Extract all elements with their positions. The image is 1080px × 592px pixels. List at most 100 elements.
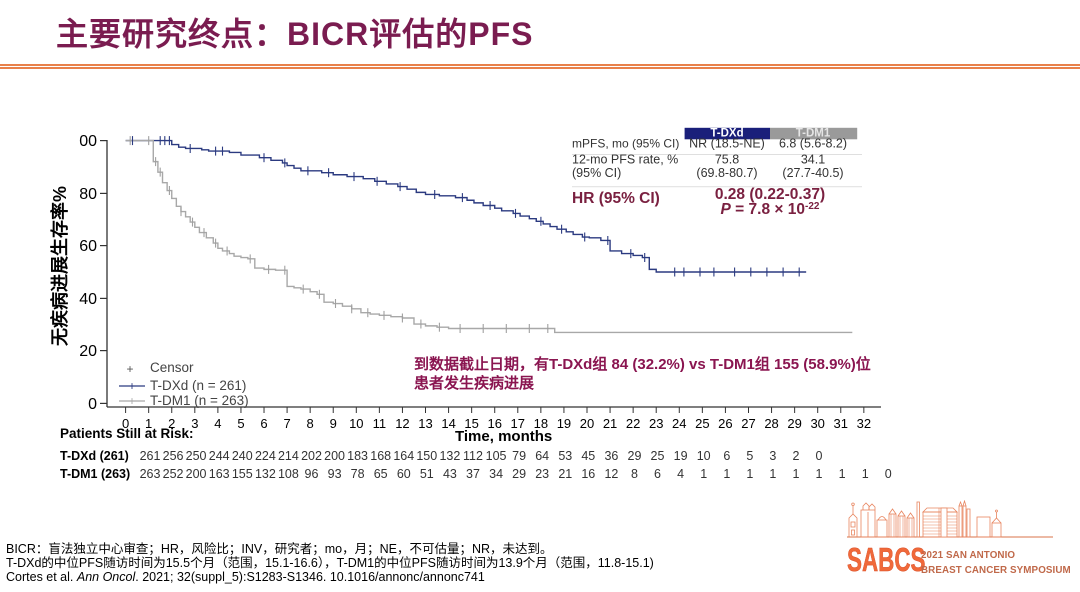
svg-text:53: 53	[558, 449, 572, 463]
svg-text:5: 5	[237, 416, 244, 431]
svg-text:19: 19	[674, 449, 688, 463]
svg-text:168: 168	[370, 449, 391, 463]
svg-text:16: 16	[581, 467, 595, 481]
svg-text:(27.7-40.5): (27.7-40.5)	[782, 166, 843, 180]
svg-text:7: 7	[283, 416, 290, 431]
svg-text:252: 252	[163, 467, 184, 481]
svg-text:T-DXd (n = 261): T-DXd (n = 261)	[150, 378, 246, 393]
svg-text:10: 10	[349, 416, 363, 431]
svg-text:45: 45	[581, 449, 595, 463]
svg-text:263: 263	[140, 467, 161, 481]
svg-text:T-DXd (261): T-DXd (261)	[60, 449, 129, 463]
svg-text:到数据截止日期，有T-DXd组 84 (32.2%) vs: 到数据截止日期，有T-DXd组 84 (32.2%) vs T-DM1组 155…	[414, 355, 871, 373]
svg-text:96: 96	[305, 467, 319, 481]
svg-text:12: 12	[604, 467, 618, 481]
svg-text:6: 6	[654, 467, 661, 481]
svg-text:75.8: 75.8	[715, 153, 739, 167]
svg-text:32: 32	[857, 416, 871, 431]
svg-text:5: 5	[746, 449, 753, 463]
svg-text:105: 105	[486, 449, 507, 463]
svg-text:1: 1	[862, 467, 869, 481]
svg-text:19: 19	[557, 416, 571, 431]
svg-text:31: 31	[834, 416, 848, 431]
svg-text:30: 30	[810, 416, 824, 431]
svg-text:60: 60	[79, 238, 97, 255]
svg-text:60: 60	[397, 467, 411, 481]
svg-text:3: 3	[191, 416, 198, 431]
svg-text:200: 200	[186, 467, 207, 481]
svg-text:17: 17	[511, 416, 525, 431]
svg-text:6.8 (5.6-8.2): 6.8 (5.6-8.2)	[779, 137, 847, 151]
svg-text:18: 18	[534, 416, 548, 431]
svg-text:40: 40	[79, 291, 97, 308]
svg-text:65: 65	[374, 467, 388, 481]
svg-text:患者发生疾病进展: 患者发生疾病进展	[414, 374, 534, 392]
svg-text:43: 43	[443, 467, 457, 481]
svg-text:112: 112	[463, 449, 483, 463]
svg-text:164: 164	[393, 449, 414, 463]
svg-text:183: 183	[347, 449, 368, 463]
svg-text:21: 21	[558, 467, 572, 481]
svg-text:+: +	[128, 394, 135, 408]
svg-text:9: 9	[330, 416, 337, 431]
svg-text:29: 29	[787, 416, 801, 431]
svg-text:3: 3	[769, 449, 776, 463]
svg-text:16: 16	[487, 416, 501, 431]
svg-text:132: 132	[255, 467, 276, 481]
svg-text:(69.8-80.7): (69.8-80.7)	[696, 166, 757, 180]
svg-text:11: 11	[373, 416, 387, 431]
svg-text:12-mo PFS rate, %: 12-mo PFS rate, %	[572, 153, 678, 167]
svg-text:10: 10	[697, 449, 711, 463]
svg-text:13: 13	[418, 416, 432, 431]
svg-text:202: 202	[301, 449, 322, 463]
svg-text:4: 4	[214, 416, 221, 431]
svg-text:4: 4	[677, 467, 684, 481]
svg-text:0: 0	[88, 396, 97, 413]
svg-text:29: 29	[512, 467, 526, 481]
svg-text:51: 51	[420, 467, 434, 481]
svg-text:1: 1	[723, 467, 730, 481]
svg-text:1: 1	[700, 467, 707, 481]
svg-text:23: 23	[649, 416, 663, 431]
svg-text:T-DM1 (n = 263): T-DM1 (n = 263)	[150, 393, 249, 408]
svg-text:23: 23	[535, 467, 549, 481]
svg-text:28: 28	[764, 416, 778, 431]
svg-text:80: 80	[79, 186, 97, 203]
svg-text:25: 25	[695, 416, 709, 431]
svg-text:34.1: 34.1	[801, 153, 825, 167]
svg-text:163: 163	[209, 467, 230, 481]
svg-text:0: 0	[122, 416, 129, 431]
svg-text:HR (95% CI): HR (95% CI)	[572, 190, 660, 207]
svg-text:2021 SAN ANTONIO: 2021 SAN ANTONIO	[921, 550, 1015, 561]
svg-text:155: 155	[232, 467, 253, 481]
svg-text:78: 78	[351, 467, 365, 481]
svg-text:12: 12	[395, 416, 409, 431]
svg-text:SABCS: SABCS	[847, 541, 926, 578]
svg-text:22: 22	[626, 416, 640, 431]
svg-text:14: 14	[441, 416, 455, 431]
svg-text:BREAST CANCER SYMPOSIUM: BREAST CANCER SYMPOSIUM	[921, 565, 1070, 576]
svg-text:00: 00	[79, 133, 97, 150]
svg-text:132: 132	[439, 449, 460, 463]
svg-text:27: 27	[741, 416, 755, 431]
svg-text:2: 2	[168, 416, 175, 431]
svg-text:26: 26	[718, 416, 732, 431]
svg-text:79: 79	[512, 449, 526, 463]
svg-text:15: 15	[464, 416, 478, 431]
svg-text:214: 214	[278, 449, 299, 463]
svg-text:8: 8	[307, 416, 314, 431]
svg-text:1: 1	[793, 467, 800, 481]
svg-text:1: 1	[839, 467, 846, 481]
svg-text:0: 0	[885, 467, 892, 481]
svg-text:NR (18.5-NE): NR (18.5-NE)	[689, 137, 765, 151]
svg-text:(95% CI): (95% CI)	[572, 166, 621, 180]
svg-text:T-DM1 (263): T-DM1 (263)	[60, 467, 130, 481]
svg-text:1: 1	[145, 416, 152, 431]
svg-text:+: +	[128, 379, 135, 393]
svg-text:6: 6	[723, 449, 730, 463]
svg-text:29: 29	[628, 449, 642, 463]
svg-text:24: 24	[672, 416, 686, 431]
svg-text:2: 2	[793, 449, 800, 463]
svg-text:240: 240	[232, 449, 253, 463]
svg-text:108: 108	[278, 467, 299, 481]
